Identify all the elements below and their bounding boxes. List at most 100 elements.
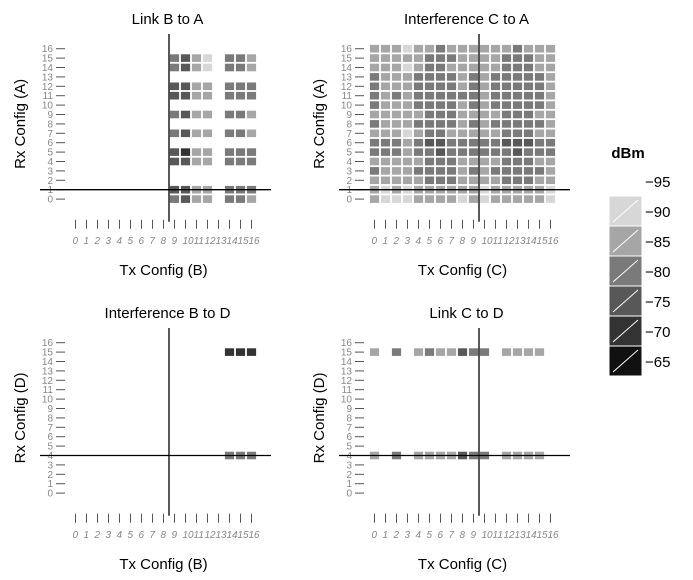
- heatmap-cell: [380, 109, 391, 120]
- y-tick-label: 7: [47, 129, 53, 140]
- heatmap-cell: [424, 119, 435, 129]
- heatmap-cell: [380, 175, 391, 185]
- y-tick-label: 16: [42, 44, 54, 55]
- y-axis-label: Rx Config (A): [311, 79, 328, 169]
- heatmap-cell: [202, 53, 213, 63]
- heatmap-cell: [180, 194, 191, 204]
- x-tick-label: 13: [216, 530, 228, 541]
- legend-label: −95: [645, 174, 670, 191]
- heatmap-cell: [468, 147, 479, 157]
- heatmap-cell: [468, 138, 479, 148]
- x-tick-label: 7: [449, 236, 455, 247]
- y-tick-label: 6: [346, 138, 352, 149]
- y-tick-label: 9: [47, 404, 53, 415]
- heatmap-cell: [402, 109, 413, 120]
- y-tick-label: 14: [341, 357, 353, 368]
- heatmap-cell: [380, 166, 391, 176]
- x-tick-label: 11: [493, 236, 503, 247]
- y-tick-label: 13: [42, 72, 54, 83]
- heatmap-cell: [202, 81, 213, 91]
- heatmap-cell: [479, 53, 490, 63]
- heatmap-cell: [380, 81, 391, 91]
- x-tick-label: 10: [183, 530, 195, 541]
- heatmap-cell: [180, 128, 191, 138]
- heatmap-cell: [380, 53, 391, 63]
- heatmap-cell: [479, 100, 490, 110]
- heatmap-cell: [224, 53, 235, 63]
- heatmap-cell: [235, 147, 246, 157]
- x-tick-label: 6: [139, 236, 145, 247]
- heatmap-cell: [169, 194, 180, 204]
- heatmap-cell: [501, 91, 512, 101]
- heatmap-cell: [490, 119, 501, 129]
- heatmap-cell: [391, 138, 402, 148]
- y-tick-label: 8: [47, 119, 53, 130]
- heatmap-cell: [435, 72, 446, 82]
- y-tick-label: 4: [346, 157, 352, 168]
- y-tick-label: 11: [342, 91, 353, 102]
- heatmap-cell: [413, 100, 424, 110]
- heatmap-cell: [391, 109, 402, 120]
- heatmap-cell: [446, 147, 457, 157]
- heatmap-cell: [391, 100, 402, 110]
- x-tick-label: 8: [161, 530, 167, 541]
- heatmap-cell: [534, 194, 545, 204]
- heatmap-cell: [246, 194, 257, 204]
- heatmap-cell: [246, 62, 257, 73]
- heatmap-cell: [391, 44, 402, 54]
- legend-label: −80: [645, 264, 670, 281]
- heatmap-cell: [468, 166, 479, 176]
- y-tick-label: 12: [42, 376, 54, 387]
- heatmap-cell: [202, 62, 213, 73]
- x-tick-label: 0: [372, 530, 378, 541]
- heatmap-cell: [391, 194, 402, 204]
- heatmap-cell: [457, 156, 468, 167]
- y-tick-label: 2: [346, 470, 352, 481]
- heatmap-cell: [402, 91, 413, 101]
- heatmap-cell: [457, 109, 468, 120]
- x-tick-label: 16: [548, 530, 560, 541]
- heatmap-cell: [512, 128, 523, 138]
- x-tick-label: 9: [172, 530, 178, 541]
- heatmap-cell: [391, 347, 402, 357]
- heatmap-cell: [501, 175, 512, 185]
- y-tick-label: 15: [42, 54, 54, 65]
- heatmap-cell: [523, 44, 534, 54]
- heatmap-cell: [413, 194, 424, 204]
- y-tick-label: 1: [346, 185, 352, 196]
- x-tick-label: 6: [139, 530, 145, 541]
- heatmap-cell: [501, 62, 512, 73]
- y-tick-label: 15: [42, 348, 54, 359]
- y-tick-label: 6: [47, 138, 53, 149]
- x-tick-label: 4: [117, 530, 123, 541]
- y-tick-label: 16: [42, 338, 54, 349]
- heatmap-cell: [180, 109, 191, 120]
- heatmap-cell: [545, 53, 556, 63]
- heatmap-cell: [512, 72, 523, 82]
- heatmap-cell: [380, 138, 391, 148]
- heatmap-cell: [380, 147, 391, 157]
- x-tick-label: 14: [526, 530, 538, 541]
- y-tick-label: 15: [341, 54, 353, 65]
- heatmap-cell: [402, 175, 413, 185]
- heatmap-cell: [435, 147, 446, 157]
- heatmap-cell: [457, 347, 468, 357]
- heatmap-cell: [545, 138, 556, 148]
- heatmap-cell: [545, 44, 556, 54]
- heatmap-cell: [523, 347, 534, 357]
- y-tick-label: 0: [47, 489, 53, 500]
- y-tick-label: 7: [346, 423, 352, 434]
- x-tick-label: 15: [537, 236, 549, 247]
- y-tick-label: 14: [341, 63, 353, 74]
- heatmap-cell: [545, 109, 556, 120]
- heatmap-cell: [545, 62, 556, 73]
- heatmap-cell: [501, 100, 512, 110]
- heatmap-cell: [490, 156, 501, 167]
- heatmap-cell: [534, 109, 545, 120]
- x-tick-label: 4: [416, 530, 422, 541]
- heatmap-cell: [534, 91, 545, 101]
- heatmap-cell: [534, 175, 545, 185]
- heatmap-cell: [490, 62, 501, 73]
- heatmap-cell: [534, 147, 545, 157]
- heatmap-cell: [512, 44, 523, 54]
